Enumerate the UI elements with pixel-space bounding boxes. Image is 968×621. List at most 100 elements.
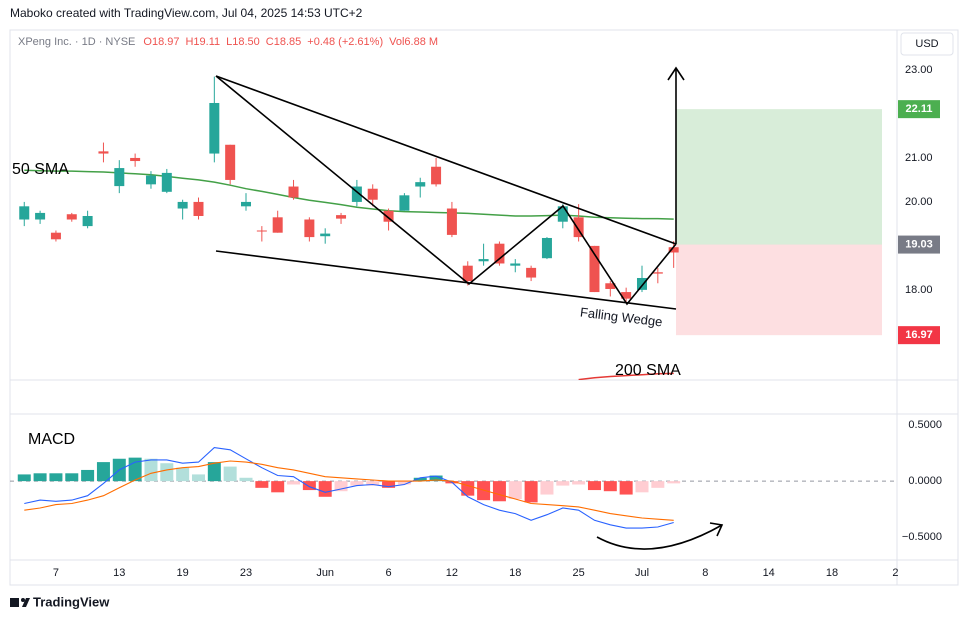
candle-body xyxy=(225,144,236,180)
candle-body xyxy=(256,230,267,232)
candle-body xyxy=(82,215,93,227)
candle-body xyxy=(66,214,77,220)
histogram-bar xyxy=(651,481,665,488)
histogram-bar xyxy=(382,481,396,488)
x-tick-label: 25 xyxy=(573,567,585,579)
candle-body xyxy=(668,247,679,253)
candle-body xyxy=(557,206,568,222)
candle-body xyxy=(161,172,172,192)
level-tag xyxy=(898,326,940,345)
credit: Maboko created with TradingView.com, Jul… xyxy=(10,6,363,20)
candle-body xyxy=(636,277,647,290)
legend-value: H19.11 xyxy=(185,36,220,48)
candle-body xyxy=(209,102,220,154)
currency[interactable]: USD xyxy=(915,38,938,50)
x-tick-label: 8 xyxy=(702,567,708,579)
histogram-bar xyxy=(366,481,380,486)
sma-label: 50 SMA xyxy=(12,161,69,178)
wedge-drawing xyxy=(215,66,724,550)
legend-value: C18.85 xyxy=(266,36,301,48)
macd-line xyxy=(24,460,674,521)
x-tick-label: 18 xyxy=(509,567,521,579)
logo-mark xyxy=(22,598,30,607)
logo xyxy=(10,598,30,607)
y-tick-label: 23.00 xyxy=(905,64,933,76)
histogram-bar xyxy=(17,474,31,482)
histogram-bar xyxy=(587,481,601,491)
x-tick-label: 14 xyxy=(763,567,775,579)
candle-body xyxy=(446,208,457,235)
level-tag xyxy=(898,235,940,254)
histogram-bar xyxy=(160,463,174,482)
candle-body xyxy=(510,263,521,266)
candle-body xyxy=(241,201,252,207)
candle-body xyxy=(288,186,299,198)
candle-body xyxy=(652,272,663,274)
x-tick-label: 18 xyxy=(826,567,838,579)
histogram-bar xyxy=(33,473,47,482)
sma-line xyxy=(578,372,674,380)
histogram-bar xyxy=(635,481,649,493)
histogram-bar xyxy=(508,481,522,500)
histogram-bar xyxy=(65,473,79,482)
histogram-bar xyxy=(144,458,158,482)
histogram-bar xyxy=(334,481,348,492)
macd-line xyxy=(24,447,674,529)
y-tick-label: 20.00 xyxy=(905,196,933,208)
histogram-bar xyxy=(556,481,570,486)
candle-body xyxy=(573,217,584,238)
candle-body xyxy=(193,201,204,216)
candle-body xyxy=(19,206,30,220)
candle-body xyxy=(304,219,315,238)
legend-value: +0.48 (+2.61%) xyxy=(307,36,383,48)
candle-body xyxy=(462,265,473,282)
histogram-bar xyxy=(81,469,95,482)
x-tick-label: 13 xyxy=(113,567,125,579)
histogram-bar xyxy=(207,462,221,482)
candle-body xyxy=(383,210,394,222)
wedge-zigzag xyxy=(215,75,677,306)
candle-body xyxy=(367,188,378,200)
legend-value: Vol6.88 M xyxy=(389,36,438,48)
macd-pane xyxy=(10,447,897,529)
legend-value: L18.50 xyxy=(226,36,260,48)
histogram-bar xyxy=(271,481,285,493)
histogram-bar xyxy=(619,481,633,495)
histogram-bar xyxy=(49,473,63,482)
histogram-bar xyxy=(397,481,411,485)
candle-body xyxy=(130,157,141,162)
footer: TradingView xyxy=(33,594,110,609)
y-tick-label: 21.00 xyxy=(905,152,933,164)
candle-body xyxy=(98,151,109,154)
candle-body xyxy=(541,237,552,259)
histogram-bar xyxy=(96,462,110,482)
y-tick-label: 0.0000 xyxy=(908,475,942,487)
candle-body xyxy=(478,259,489,262)
y-tick-label: −0.5000 xyxy=(902,531,942,543)
candle-body xyxy=(50,232,61,240)
y-tick-label: 0.5000 xyxy=(908,419,942,431)
currency-button[interactable] xyxy=(900,32,954,56)
legend-value: O18.97 xyxy=(143,36,179,48)
candle-body xyxy=(114,168,125,187)
candle-body xyxy=(431,166,442,185)
sma-label: 200 SMA xyxy=(615,362,681,379)
histogram-bar xyxy=(667,481,681,484)
histogram-bar xyxy=(524,481,538,503)
logo-mark xyxy=(21,598,25,602)
histogram-bar xyxy=(191,474,205,482)
frame xyxy=(9,29,959,586)
level-label: 22.11 xyxy=(906,103,933,115)
histogram-bar xyxy=(223,466,237,482)
candle-body xyxy=(177,201,188,209)
candle-body xyxy=(320,233,331,237)
x-tick-label: 12 xyxy=(446,567,458,579)
y-tick-label: 18.00 xyxy=(905,284,933,296)
level-label: 19.03 xyxy=(905,238,933,250)
price-pane xyxy=(19,76,882,380)
x-tick-label: 19 xyxy=(177,567,189,579)
histogram-bar xyxy=(461,481,475,496)
histogram-bar xyxy=(350,481,364,486)
curved-arrow xyxy=(596,524,723,550)
